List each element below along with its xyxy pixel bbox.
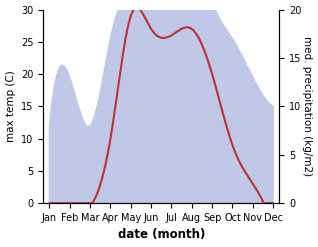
Y-axis label: max temp (C): max temp (C) — [5, 70, 16, 142]
Y-axis label: med. precipitation (kg/m2): med. precipitation (kg/m2) — [302, 36, 313, 176]
X-axis label: date (month): date (month) — [118, 228, 205, 242]
